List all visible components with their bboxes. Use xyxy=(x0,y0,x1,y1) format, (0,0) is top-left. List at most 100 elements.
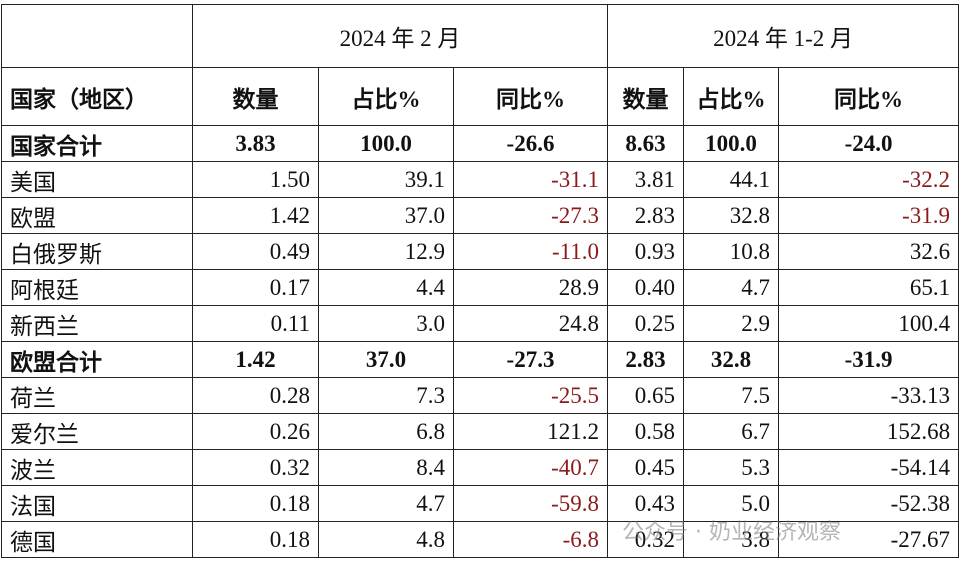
row-label: 阿根廷 xyxy=(1,269,193,306)
cell: 0.18 xyxy=(192,485,319,522)
cell: 65.1 xyxy=(778,269,960,306)
cell: 5.0 xyxy=(683,485,780,522)
row-label: 德国 xyxy=(1,521,193,558)
cell: -27.3 xyxy=(452,341,609,378)
cell: 28.9 xyxy=(452,269,609,306)
cell: 3.8 xyxy=(683,521,780,558)
cell: -6.8 xyxy=(452,521,609,558)
cell: 1.42 xyxy=(192,341,319,378)
cell: 24.8 xyxy=(452,305,609,342)
cell: 12.9 xyxy=(318,233,454,270)
cell: 0.32 xyxy=(192,449,319,486)
cell: 121.2 xyxy=(452,413,609,450)
cell: -54.14 xyxy=(778,449,960,486)
cell: 37.0 xyxy=(318,197,454,234)
cell: 32.6 xyxy=(778,233,960,270)
cell: 2.83 xyxy=(607,341,685,378)
cell: 100.0 xyxy=(318,125,454,162)
period-header: 2024 年 1-2 月 xyxy=(607,4,960,68)
cell: -25.5 xyxy=(452,377,609,414)
cell: 0.58 xyxy=(607,413,685,450)
cell: -27.3 xyxy=(452,197,609,234)
cell: 1.50 xyxy=(192,161,319,198)
row-label: 新西兰 xyxy=(1,305,193,342)
cell: 4.7 xyxy=(318,485,454,522)
cell: 4.7 xyxy=(683,269,780,306)
cell: 6.8 xyxy=(318,413,454,450)
row-label: 波兰 xyxy=(1,449,193,486)
cell: -40.7 xyxy=(452,449,609,486)
cell: 0.26 xyxy=(192,413,319,450)
data-table: 2024 年 2 月 2024 年 1-2 月 国家（地区） 数量 占比% 同比% 数量… xyxy=(1,4,960,558)
cell: 0.25 xyxy=(607,305,685,342)
cell: 3.81 xyxy=(607,161,685,198)
cell: 2.83 xyxy=(607,197,685,234)
cell: 32.8 xyxy=(683,197,780,234)
cell: -24.0 xyxy=(778,125,960,162)
cell: -31.1 xyxy=(452,161,609,198)
table-row: 美国 1.50 39.1 -31.1 3.81 44.1 -32.2 xyxy=(1,161,960,198)
row-label: 法国 xyxy=(1,485,193,522)
row-label: 国家合计 xyxy=(1,125,193,162)
cell: -32.2 xyxy=(778,161,960,198)
cell: 100.4 xyxy=(778,305,960,342)
cell: 0.40 xyxy=(607,269,685,306)
cell: 44.1 xyxy=(683,161,780,198)
watermark: 公众号 · 奶业经济观察 xyxy=(622,520,841,545)
cell: -59.8 xyxy=(452,485,609,522)
cell: 7.3 xyxy=(318,377,454,414)
cell: -11.0 xyxy=(452,233,609,270)
column-header: 数量 xyxy=(607,67,685,126)
table-row: 白俄罗斯 0.49 12.9 -11.0 0.93 10.8 32.6 xyxy=(1,233,960,270)
cell: 0.93 xyxy=(607,233,685,270)
table-row: 欧盟合计 1.42 37.0 -27.3 2.83 32.8 -31.9 xyxy=(1,341,960,378)
cell: -26.6 xyxy=(452,125,609,162)
cell: 1.42 xyxy=(192,197,319,234)
column-header-row: 国家（地区） 数量 占比% 同比% 数量 占比% 同比% xyxy=(1,67,960,126)
cell: 0.45 xyxy=(607,449,685,486)
cell: 0.49 xyxy=(192,233,319,270)
cell: 10.8 xyxy=(683,233,780,270)
cell: 152.68 xyxy=(778,413,960,450)
corner-cell xyxy=(1,4,193,68)
column-header: 占比% xyxy=(318,67,454,126)
cell: 3.83 xyxy=(192,125,319,162)
table-row: 新西兰 0.11 3.0 24.8 0.25 2.9 100.4 xyxy=(1,305,960,342)
cell: 37.0 xyxy=(318,341,454,378)
table-row: 阿根廷 0.17 4.4 28.9 0.40 4.7 65.1 xyxy=(1,269,960,306)
row-label: 爱尔兰 xyxy=(1,413,193,450)
cell: 8.4 xyxy=(318,449,454,486)
table-row: 欧盟 1.42 37.0 -27.3 2.83 32.8 -31.9 xyxy=(1,197,960,234)
table-body: 2024 年 2 月 2024 年 1-2 月 国家（地区） 数量 占比% 同比% 数量… xyxy=(1,4,960,558)
cell: 32.8 xyxy=(683,341,780,378)
period-header: 2024 年 2 月 xyxy=(191,4,609,68)
cell: 0.28 xyxy=(192,377,319,414)
cell: 4.4 xyxy=(318,269,454,306)
cell: 8.63 xyxy=(607,125,685,162)
table-row: 国家合计 3.83 100.0 -26.6 8.63 100.0 -24.0 xyxy=(1,125,960,162)
cell: 0.18 xyxy=(192,521,319,558)
cell: -33.13 xyxy=(778,377,960,414)
row-label: 欧盟合计 xyxy=(1,341,193,378)
row-label: 美国 xyxy=(1,161,193,198)
cell: 0.17 xyxy=(192,269,319,306)
cell: 100.0 xyxy=(683,125,780,162)
column-header: 国家（地区） xyxy=(1,67,193,126)
cell: 39.1 xyxy=(318,161,454,198)
cell: -27.67 xyxy=(778,521,960,558)
column-header: 同比% xyxy=(778,67,960,126)
cell: 0.32 xyxy=(607,521,685,558)
cell: 6.7 xyxy=(683,413,780,450)
row-label: 白俄罗斯 xyxy=(1,233,193,270)
header-row: 2024 年 2 月 2024 年 1-2 月 xyxy=(1,4,960,68)
cell: 5.3 xyxy=(683,449,780,486)
table-row: 德国 0.18 4.8 -6.8 0.32 3.8 -27.67 xyxy=(1,521,960,558)
table-row: 波兰 0.32 8.4 -40.7 0.45 5.3 -54.14 xyxy=(1,449,960,486)
cell: -31.9 xyxy=(778,197,960,234)
cell: 7.5 xyxy=(683,377,780,414)
column-header: 数量 xyxy=(192,67,319,126)
column-header: 占比% xyxy=(683,67,780,126)
table-row: 爱尔兰 0.26 6.8 121.2 0.58 6.7 152.68 xyxy=(1,413,960,450)
cell: 2.9 xyxy=(683,305,780,342)
